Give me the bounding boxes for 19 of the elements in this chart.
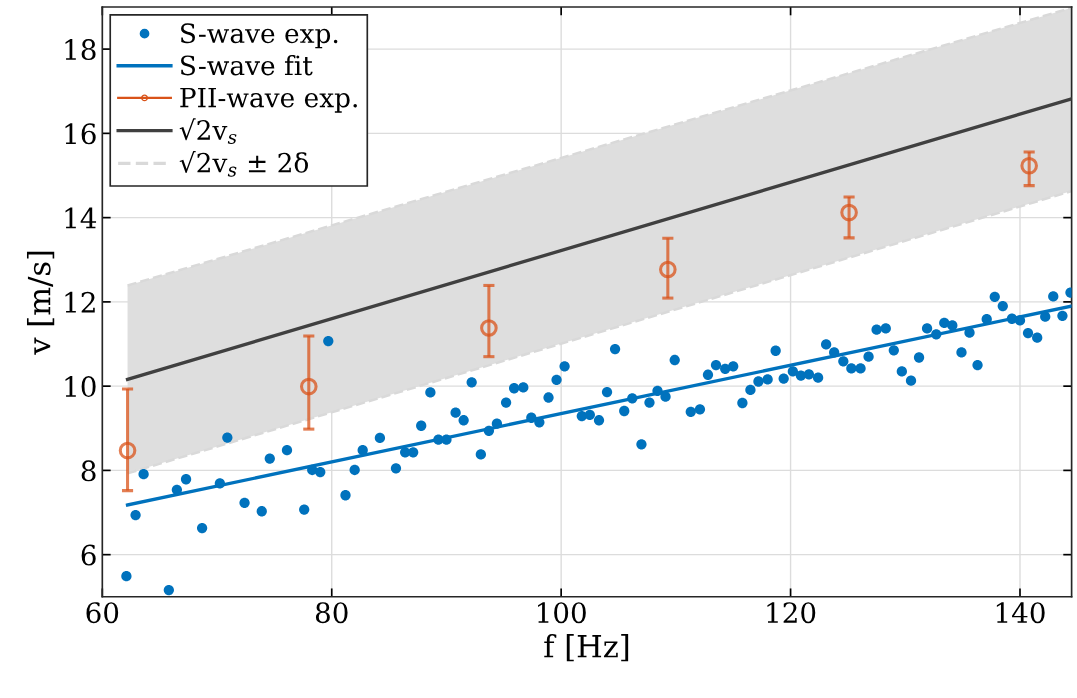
x-tick-label: 120 bbox=[767, 602, 816, 624]
y-tick-label: 10 bbox=[65, 376, 96, 398]
legend-label: PII-wave exp. bbox=[180, 87, 357, 113]
x-axis-title: f [Hz] bbox=[544, 634, 629, 662]
legend-label: S-wave fit bbox=[181, 54, 313, 76]
y-tick-label: 12 bbox=[65, 291, 95, 313]
y-tick-label: 18 bbox=[65, 39, 96, 61]
y-tick-label: 6 bbox=[81, 544, 96, 566]
y-tick-label: 16 bbox=[65, 123, 96, 145]
x-tick-label: 100 bbox=[538, 602, 586, 624]
x-tick-label: 140 bbox=[996, 602, 1045, 624]
y-tick-label: 8 bbox=[81, 460, 96, 482]
x-tick-label: 80 bbox=[315, 602, 348, 624]
legend-label: √2v$_{s}$ bbox=[179, 118, 237, 144]
y-tick-label: 14 bbox=[65, 207, 97, 229]
legend-label: S-wave exp. bbox=[181, 23, 338, 49]
y-axis-title: v [m/s] bbox=[26, 251, 55, 355]
legend-label: √2v$_{s}$ ± 2δ bbox=[179, 150, 308, 177]
x-tick-label: 60 bbox=[86, 602, 119, 624]
